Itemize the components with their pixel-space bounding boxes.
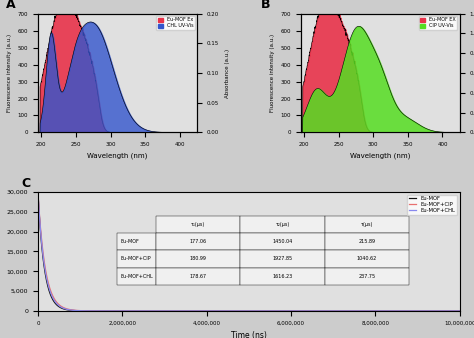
Eu-MOF+CIP: [241, 309, 247, 313]
Text: C: C: [21, 176, 30, 190]
Eu-MOF: [60, 307, 66, 311]
Eu-MOF: [457, 309, 463, 313]
Eu-MOF+CHL: [37, 219, 43, 223]
Legend: Eu-MOF, Eu-MOF+CIP, Eu-MOF+CHL: Eu-MOF, Eu-MOF+CIP, Eu-MOF+CHL: [407, 195, 457, 215]
Eu-MOF: [118, 309, 123, 313]
Eu-MOF+CHL: [60, 306, 66, 310]
Eu-MOF: [37, 221, 43, 225]
Eu-MOF+CIP: [37, 218, 43, 222]
Eu-MOF: [241, 309, 247, 313]
Eu-MOF+CIP: [53, 298, 58, 303]
Eu-MOF+CHL: [241, 309, 247, 313]
Eu-MOF+CIP: [118, 309, 123, 313]
X-axis label: Wavelength (nm): Wavelength (nm): [350, 153, 410, 159]
X-axis label: Time (ns): Time (ns): [231, 331, 267, 338]
Eu-MOF+CHL: [457, 309, 463, 313]
Y-axis label: Fluorescence intensity (a.u.): Fluorescence intensity (a.u.): [7, 34, 12, 112]
Y-axis label: Absorbance (a.u.): Absorbance (a.u.): [225, 48, 229, 98]
Legend: Eu-MOF Ex, CHL UV-Vis: Eu-MOF Ex, CHL UV-Vis: [156, 16, 195, 30]
Y-axis label: Fluorescence intensity (a.u.): Fluorescence intensity (a.u.): [0, 207, 1, 296]
Line: Eu-MOF: Eu-MOF: [38, 192, 460, 311]
Eu-MOF+CIP: [35, 190, 41, 194]
Eu-MOF: [435, 309, 440, 313]
Eu-MOF+CHL: [118, 309, 123, 313]
Eu-MOF+CIP: [60, 306, 66, 310]
Eu-MOF+CIP: [457, 309, 463, 313]
Y-axis label: Fluorescence intensity (a.u.): Fluorescence intensity (a.u.): [270, 34, 275, 112]
Line: Eu-MOF+CHL: Eu-MOF+CHL: [38, 192, 460, 311]
Text: A: A: [6, 0, 16, 11]
Eu-MOF+CHL: [435, 309, 440, 313]
Eu-MOF+CHL: [35, 190, 41, 194]
Legend: Eu-MOF EX, CIP UV-Vis: Eu-MOF EX, CIP UV-Vis: [419, 16, 457, 30]
Eu-MOF+CHL: [53, 300, 58, 304]
Line: Eu-MOF+CIP: Eu-MOF+CIP: [38, 192, 460, 311]
Eu-MOF: [53, 301, 58, 306]
Eu-MOF: [35, 190, 41, 194]
Text: B: B: [261, 0, 270, 11]
X-axis label: Wavelength (nm): Wavelength (nm): [87, 153, 148, 159]
Eu-MOF+CIP: [435, 309, 440, 313]
